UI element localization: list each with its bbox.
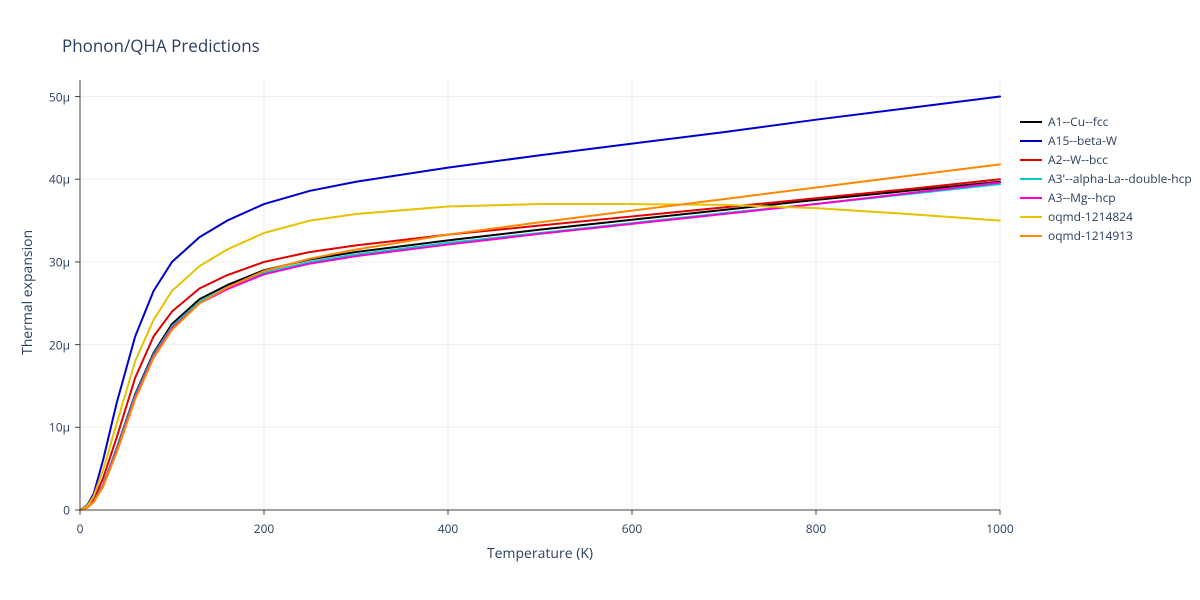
series-line[interactable] <box>80 164 1000 510</box>
legend-item[interactable]: A2--W--bcc <box>1020 150 1192 169</box>
legend-swatch <box>1020 121 1042 123</box>
y-tick-label: 10μ <box>49 419 70 436</box>
legend-label: A3--Mg--hcp <box>1048 189 1116 206</box>
legend-swatch <box>1020 159 1042 161</box>
legend-item[interactable]: A1--Cu--fcc <box>1020 112 1192 131</box>
series-line[interactable] <box>80 204 1000 510</box>
x-tick-label: 200 <box>254 520 275 537</box>
legend-label: A3'--alpha-La--double-hcp <box>1048 170 1192 187</box>
y-tick-label: 20μ <box>49 336 70 353</box>
legend-label: A15--beta-W <box>1048 132 1117 149</box>
legend-swatch <box>1020 216 1042 218</box>
x-tick-label: 0 <box>77 520 84 537</box>
x-tick-label: 600 <box>622 520 643 537</box>
y-tick-label: 0 <box>63 502 70 519</box>
legend-label: A2--W--bcc <box>1048 151 1108 168</box>
y-tick-label: 30μ <box>49 253 70 270</box>
y-axis-label: Thermal expansion <box>18 230 37 355</box>
x-tick-label: 800 <box>806 520 827 537</box>
legend-label: A1--Cu--fcc <box>1048 113 1108 130</box>
legend-label: oqmd-1214824 <box>1048 208 1133 225</box>
y-tick-label: 50μ <box>49 88 70 105</box>
legend: A1--Cu--fcc A15--beta-W A2--W--bcc A3'--alp… <box>1020 112 1192 245</box>
legend-item[interactable]: A3--Mg--hcp <box>1020 188 1192 207</box>
series-line[interactable] <box>80 182 1000 510</box>
legend-label: oqmd-1214913 <box>1048 227 1133 244</box>
series-line[interactable] <box>80 97 1000 510</box>
legend-item[interactable]: A3'--alpha-La--double-hcp <box>1020 169 1192 188</box>
legend-item[interactable]: A15--beta-W <box>1020 131 1192 150</box>
legend-swatch <box>1020 197 1042 199</box>
legend-item[interactable]: oqmd-1214824 <box>1020 207 1192 226</box>
plot-area <box>80 80 1000 510</box>
legend-item[interactable]: oqmd-1214913 <box>1020 226 1192 245</box>
x-axis-label: Temperature (K) <box>487 544 593 563</box>
chart-container: Phonon/QHA Predictions 0 200 400 600 800 1000… <box>0 0 1200 600</box>
x-tick-label: 1000 <box>986 520 1013 537</box>
x-tick-label: 400 <box>438 520 459 537</box>
legend-swatch <box>1020 140 1042 142</box>
y-tick-label: 40μ <box>49 171 70 188</box>
chart-title: Phonon/QHA Predictions <box>62 34 260 57</box>
legend-swatch <box>1020 235 1042 237</box>
series-line[interactable] <box>80 183 1000 510</box>
legend-swatch <box>1020 178 1042 180</box>
